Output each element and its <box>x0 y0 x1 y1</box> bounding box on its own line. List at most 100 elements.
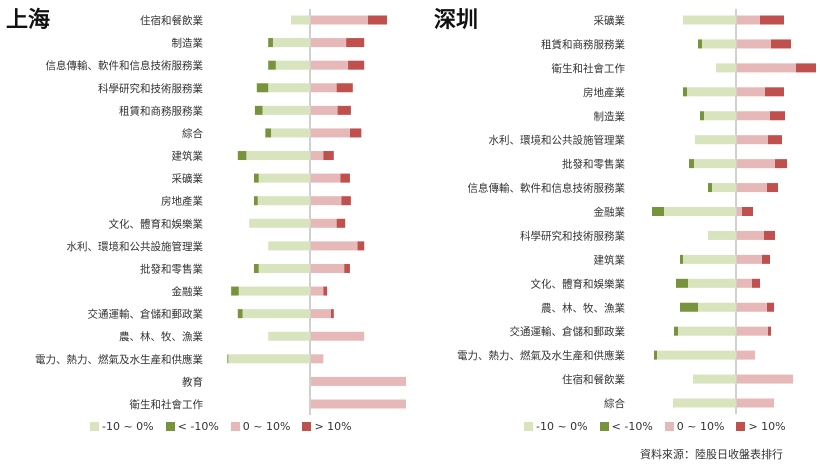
category-label: 農、林、牧、漁業 <box>119 330 203 343</box>
bar-pos-over-10 <box>323 151 334 161</box>
bar-pos-over-10 <box>771 39 791 49</box>
legend-shanghai: -10 ~ 0% < -10% 0 ~ 10% > 10% <box>90 420 352 433</box>
bar-pos-over-10 <box>330 309 334 319</box>
bar-pos-over-10 <box>346 38 365 48</box>
category-label: 電力、熱力、燃氣及水生產和供應業 <box>35 353 203 366</box>
bar-pos-over-10 <box>768 326 771 336</box>
category-label: 信息傳輸、軟件和信息技術服務業 <box>46 59 204 72</box>
bar-pos-0-10 <box>737 278 752 288</box>
bar-neg-over-10 <box>253 173 259 183</box>
category-label: 衛生和社會工作 <box>552 62 626 75</box>
legend-swatch <box>165 422 175 431</box>
bar-pos-0-10 <box>737 39 771 49</box>
bar-pos-0-10 <box>311 105 338 115</box>
bar-pos-0-10 <box>311 286 324 296</box>
bar-pos-over-10 <box>337 105 351 115</box>
legend-label: 0 ~ 10% <box>242 420 291 433</box>
bar-pos-over-10 <box>340 173 350 183</box>
bar-pos-over-10 <box>760 15 784 25</box>
bar-neg-over-10 <box>698 39 702 49</box>
bar-neg-over-10 <box>265 128 272 138</box>
category-label: 交通運輸、倉儲和郵政業 <box>510 325 626 338</box>
bar-pos-0-10 <box>311 309 331 319</box>
bar-pos-over-10 <box>767 183 778 193</box>
bar-neg-0-10 <box>695 135 736 145</box>
legend-swatch <box>90 422 99 431</box>
bar-pos-over-10 <box>752 278 760 288</box>
bar-neg-0-10 <box>268 331 310 341</box>
bar-pos-over-10 <box>341 196 351 206</box>
bar-neg-over-10 <box>231 286 239 296</box>
category-label: 建筑業 <box>594 253 626 266</box>
legend-label: -10 ~ 0% <box>102 420 154 433</box>
category-label: 教育 <box>182 375 203 388</box>
bar-neg-0-10 <box>673 398 736 408</box>
legend-swatch <box>524 422 533 431</box>
category-label: 金融業 <box>172 285 204 298</box>
bar-neg-over-10 <box>708 183 712 193</box>
bar-neg-0-10 <box>249 218 310 228</box>
bar-pos-0-10 <box>737 207 742 216</box>
bar-pos-0-10 <box>311 196 342 206</box>
category-label: 采礦業 <box>172 172 204 185</box>
bar-pos-0-10 <box>311 128 350 138</box>
bar-neg-0-10 <box>291 15 310 25</box>
bar-pos-over-10 <box>336 218 346 228</box>
bar-neg-0-10 <box>708 230 736 240</box>
bar-pos-0-10 <box>737 230 764 240</box>
bar-pos-0-10 <box>311 263 345 273</box>
legend-label: > 10% <box>748 420 786 433</box>
bar-neg-0-10 <box>704 111 736 121</box>
bar-neg-over-10 <box>254 105 263 115</box>
bar-pos-over-10 <box>775 159 787 169</box>
bar-neg-0-10 <box>694 159 736 169</box>
bar-pos-over-10 <box>323 286 328 296</box>
legend-label: 0 ~ 10% <box>676 420 725 433</box>
bar-neg-over-10 <box>676 278 688 288</box>
bar-pos-0-10 <box>311 173 341 183</box>
category-label: 交通運輸、倉儲和郵政業 <box>88 308 204 321</box>
source-note: 資料來源：陸股日收盤表排行 <box>640 448 783 461</box>
category-label: 房地產業 <box>583 86 625 99</box>
bar-neg-0-10 <box>262 105 310 115</box>
bar-neg-over-10 <box>700 111 704 121</box>
bar-neg-0-10 <box>271 128 310 138</box>
bar-neg-0-10 <box>257 196 310 206</box>
bar-pos-over-10 <box>742 207 753 216</box>
bar-pos-0-10 <box>311 83 337 93</box>
bar-neg-0-10 <box>238 286 310 296</box>
bar-neg-0-10 <box>275 60 310 70</box>
category-label: 采礦業 <box>594 14 626 27</box>
bar-pos-0-10 <box>311 354 324 364</box>
bar-neg-0-10 <box>272 38 310 48</box>
bar-pos-0-10 <box>311 241 358 251</box>
bar-pos-over-10 <box>770 111 785 121</box>
bar-neg-0-10 <box>258 263 310 273</box>
bar-neg-over-10 <box>237 309 243 319</box>
bar-pos-0-10 <box>737 326 768 336</box>
legend-swatch <box>302 422 312 431</box>
chart-title-shanghai: 上海 <box>6 8 51 33</box>
category-label: 制造業 <box>172 37 204 50</box>
bar-pos-over-10 <box>348 60 365 70</box>
category-label: 批發和零售業 <box>562 158 625 171</box>
category-label: 批發和零售業 <box>140 262 203 275</box>
bar-neg-0-10 <box>698 302 736 312</box>
bar-neg-over-10 <box>253 196 258 206</box>
bar-pos-over-10 <box>764 230 775 240</box>
legend-swatch <box>664 422 674 431</box>
category-label: 文化、體育和娛樂業 <box>109 217 204 230</box>
legend-swatch <box>736 422 746 431</box>
bar-pos-0-10 <box>311 376 406 386</box>
bar-neg-0-10 <box>242 309 310 319</box>
bar-neg-over-10 <box>674 326 678 336</box>
bar-neg-over-10 <box>680 254 683 264</box>
bar-neg-0-10 <box>657 350 736 360</box>
category-label: 農、林、牧、漁業 <box>541 301 625 314</box>
bar-neg-0-10 <box>664 207 736 216</box>
bar-neg-0-10 <box>702 39 736 49</box>
bar-neg-0-10 <box>268 241 310 251</box>
bar-neg-over-10 <box>654 350 657 360</box>
bar-pos-over-10 <box>357 241 365 251</box>
category-label: 水利、環境和公共設施管理業 <box>67 240 204 253</box>
